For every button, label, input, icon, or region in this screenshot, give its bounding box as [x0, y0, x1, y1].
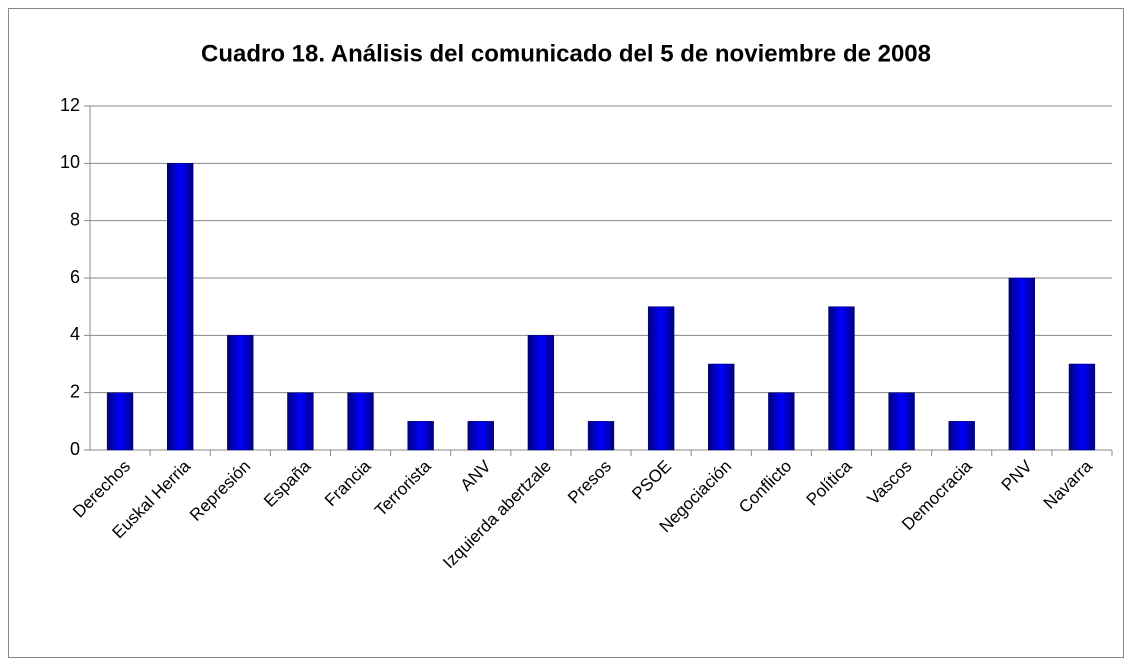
chart-border [8, 8, 1124, 658]
y-tick-label: 6 [70, 267, 80, 287]
bar [587, 421, 615, 451]
y-tick-label: 12 [60, 95, 80, 115]
bar [287, 392, 314, 451]
bar [828, 306, 855, 451]
y-tick-label: 8 [70, 209, 80, 229]
bar [647, 306, 675, 451]
bar [768, 392, 795, 451]
bar [227, 335, 254, 451]
chart-title: Cuadro 18. Análisis del comunicado del 5… [201, 40, 931, 67]
y-tick-label: 0 [70, 439, 80, 459]
bar [708, 363, 735, 451]
bar [347, 392, 374, 451]
bar [106, 392, 134, 451]
bar [1068, 363, 1096, 451]
bar [167, 163, 194, 451]
bar [948, 421, 975, 451]
bar [888, 392, 915, 451]
bar [407, 421, 434, 451]
bar [527, 335, 555, 451]
y-tick-label: 10 [60, 152, 80, 172]
bar [1008, 277, 1035, 451]
y-tick-label: 2 [70, 381, 80, 401]
y-tick-label: 4 [70, 324, 80, 344]
bar [467, 421, 494, 451]
